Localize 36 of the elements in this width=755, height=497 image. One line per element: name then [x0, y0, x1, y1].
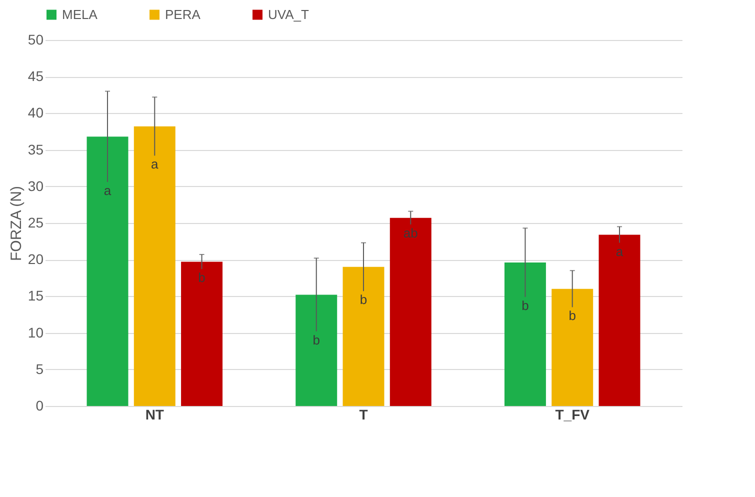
x-tick-label: T_FV	[555, 406, 590, 422]
y-tick-label: 15	[28, 288, 44, 304]
data-label: a	[104, 183, 112, 198]
data-label: b	[360, 292, 368, 308]
bar	[390, 218, 432, 406]
bar	[342, 266, 384, 406]
legend-label: MELA	[62, 6, 98, 22]
legend-label: UVA_T	[268, 6, 309, 22]
data-label: b	[568, 308, 576, 324]
y-tick-label: 25	[28, 214, 44, 230]
bar	[504, 262, 546, 406]
bar	[552, 288, 594, 406]
bar	[598, 234, 640, 406]
legend-label: PERA	[165, 6, 201, 22]
y-tick-label: 45	[28, 68, 44, 84]
y-tick-label: 40	[28, 104, 44, 121]
y-tick-label: 50	[28, 32, 44, 48]
data-label: b	[312, 332, 320, 348]
bar	[181, 262, 223, 406]
x-tick-label: T	[359, 406, 368, 422]
y-tick-label: 35	[28, 141, 44, 158]
y-tick-label: 5	[36, 360, 44, 377]
y-tick-label: 20	[28, 251, 44, 268]
x-tick-label: NT	[145, 406, 164, 422]
data-label: b	[198, 270, 206, 286]
y-tick-label: 0	[36, 398, 44, 414]
y-axis-title: FORZA (N)	[8, 186, 25, 261]
bar	[134, 126, 176, 406]
y-tick-label: 10	[28, 324, 44, 340]
y-tick-label: 30	[28, 178, 44, 194]
data-label: ab	[403, 225, 418, 240]
bar	[296, 294, 338, 406]
bar	[86, 136, 128, 406]
data-label: b	[522, 298, 529, 313]
data-label: a	[151, 156, 160, 172]
data-label: a	[616, 244, 624, 259]
